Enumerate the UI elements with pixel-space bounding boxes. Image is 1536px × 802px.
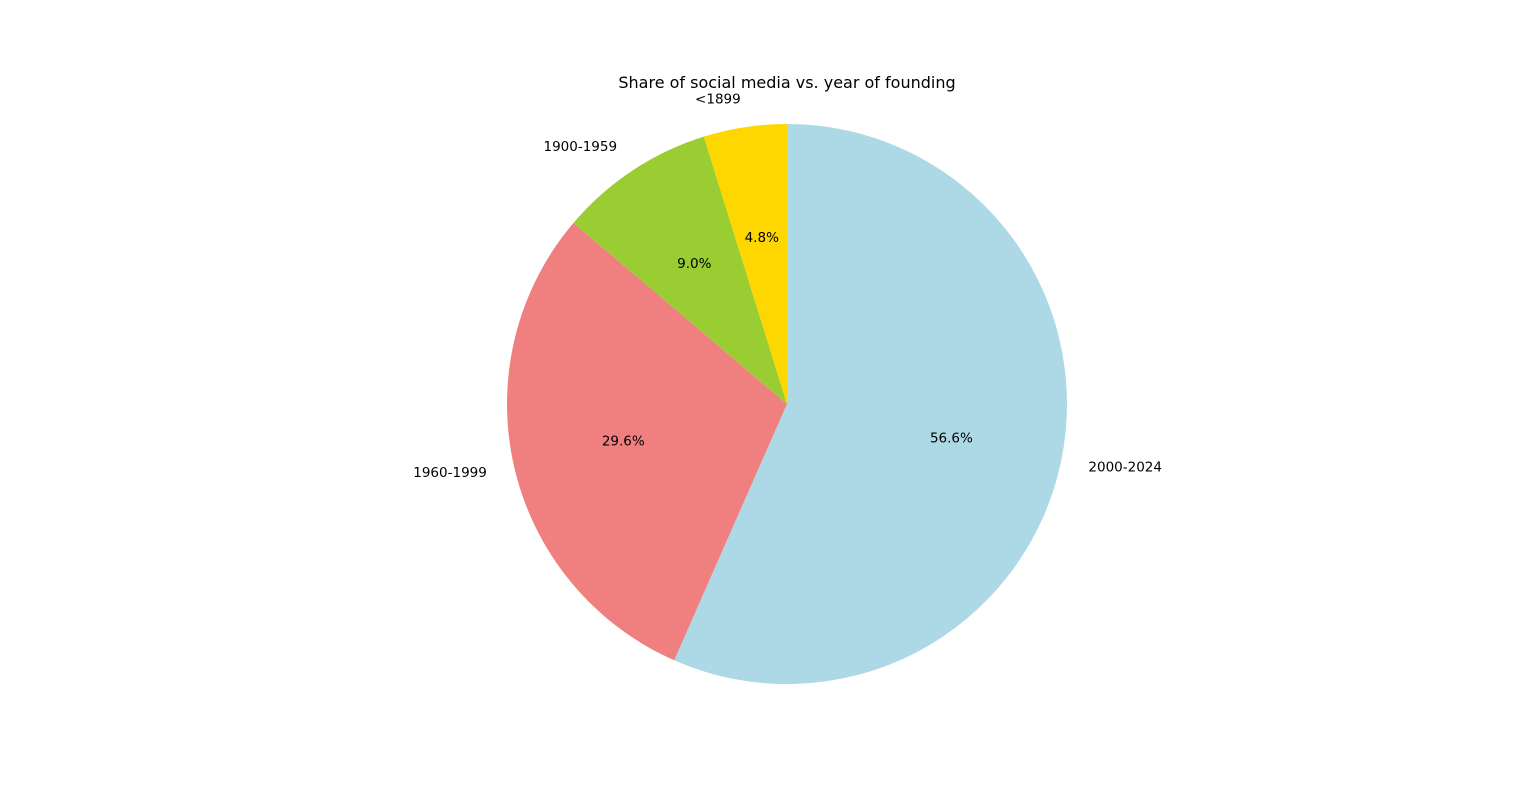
slice-percent-label: 4.8% [745, 230, 779, 246]
pie-labels: 56.6% 2000-2024 29.6% 1960-1999 9.0% 1900-195… [413, 91, 1162, 481]
pie-slices [506, 124, 1068, 684]
pie-slice [674, 124, 1068, 684]
pie-slice [703, 124, 787, 404]
slice-category-label: 1900-1959 [543, 139, 617, 155]
slice-category-label: <1899 [695, 91, 741, 107]
slice-percent-label: 56.6% [930, 431, 973, 447]
pie-slice [506, 222, 787, 661]
slice-percent-label: 9.0% [677, 256, 711, 272]
chart-title: Share of social media vs. year of foundi… [618, 73, 955, 92]
slice-category-label: 2000-2024 [1088, 459, 1162, 475]
slice-percent-label: 29.6% [602, 434, 645, 450]
slice-category-label: 1960-1999 [413, 465, 487, 481]
pie-slice [573, 136, 787, 404]
